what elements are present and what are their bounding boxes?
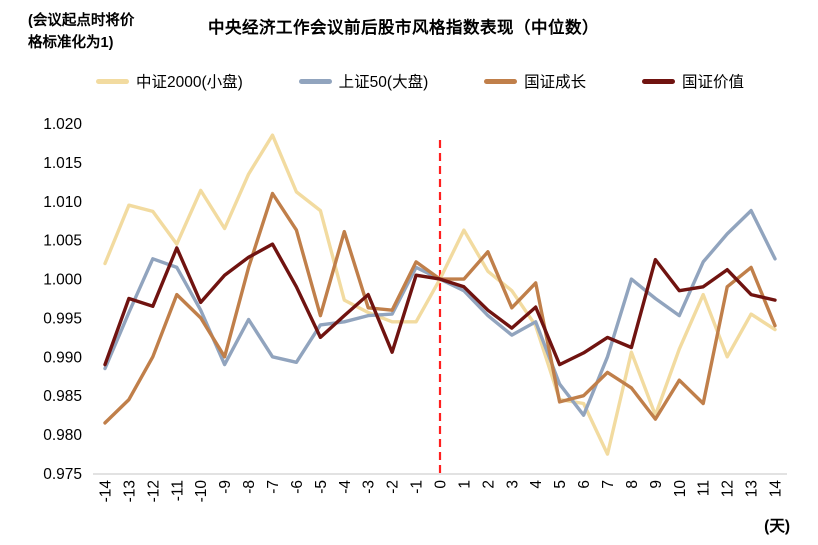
y-tick-label: 0.990 xyxy=(43,349,82,366)
x-tick-label: -3 xyxy=(361,480,378,494)
x-axis-unit-label: (天) xyxy=(764,518,790,535)
legend-swatch-icon xyxy=(484,78,518,84)
legend-label: 国证价值 xyxy=(681,74,744,91)
legend-item-1: 上证50(大盘) xyxy=(298,70,429,92)
legend-swatch-icon xyxy=(298,78,332,84)
x-tick-label: -4 xyxy=(337,480,354,494)
x-tick-label: 9 xyxy=(648,480,665,489)
x-tick-label: 8 xyxy=(624,480,641,489)
legend-label: 国证成长 xyxy=(524,74,587,91)
x-tick-label: -9 xyxy=(217,480,234,494)
y-tick-label: 0.995 xyxy=(43,310,82,327)
normalization-note-line1: (会议起点时将价 xyxy=(28,13,135,29)
x-tick-label: -6 xyxy=(289,480,306,494)
x-tick-label: -14 xyxy=(97,480,114,503)
x-tick-label: 13 xyxy=(744,480,761,497)
x-tick-label: 2 xyxy=(480,480,497,489)
x-tick-label: 0 xyxy=(433,480,450,489)
x-tick-label: -1 xyxy=(409,480,426,494)
x-tick-label: -7 xyxy=(265,480,282,494)
legend-item-3: 国证价值 xyxy=(641,70,744,92)
y-tick-label: 1.000 xyxy=(43,272,82,289)
x-tick-label: -8 xyxy=(241,480,258,494)
chart-title: 中央经济工作会议前后股市风格指数表现（中位数） xyxy=(208,19,599,37)
x-tick-label: -12 xyxy=(145,480,162,502)
x-tick-label: -5 xyxy=(313,480,330,494)
y-tick-label: 1.015 xyxy=(43,155,82,172)
y-tick-label: 1.020 xyxy=(43,116,82,133)
x-tick-label: 10 xyxy=(672,480,689,498)
y-tick-label: 1.005 xyxy=(43,233,82,250)
x-tick-label: 14 xyxy=(768,480,785,498)
y-tick-label: 0.980 xyxy=(43,427,82,444)
x-tick-label: 7 xyxy=(600,480,617,489)
chart-legend: 中证2000(小盘) 上证50(大盘) 国证成长 国证价值 xyxy=(96,70,744,92)
legend-item-2: 国证成长 xyxy=(484,70,586,92)
legend-swatch-icon xyxy=(641,78,675,84)
y-tick-label: 0.975 xyxy=(43,466,82,483)
x-tick-label: 6 xyxy=(576,480,593,489)
x-tick-label: 1 xyxy=(456,480,473,489)
x-tick-label: 12 xyxy=(720,480,737,497)
y-tick-label: 0.985 xyxy=(43,388,82,405)
x-tick-label: -2 xyxy=(385,480,402,494)
x-tick-label: 11 xyxy=(696,480,713,496)
legend-item-0: 中证2000(小盘) xyxy=(96,70,243,92)
x-tick-label: -13 xyxy=(121,480,138,502)
legend-label: 上证50(大盘) xyxy=(338,74,429,91)
x-tick-label: 5 xyxy=(552,480,569,489)
x-tick-label: 3 xyxy=(504,480,521,489)
x-tick-label: -11 xyxy=(169,480,186,501)
legend-label: 中证2000(小盘) xyxy=(136,74,243,91)
series-line-3 xyxy=(103,242,777,367)
normalization-note: (会议起点时将价 格标准化为1) xyxy=(28,10,134,55)
legend-swatch-icon xyxy=(96,78,129,84)
y-tick-label: 1.010 xyxy=(43,194,82,211)
x-tick-label: -10 xyxy=(193,480,210,503)
normalization-note-line2: 格标准化为1) xyxy=(28,35,114,52)
x-tick-label: 4 xyxy=(528,480,545,489)
